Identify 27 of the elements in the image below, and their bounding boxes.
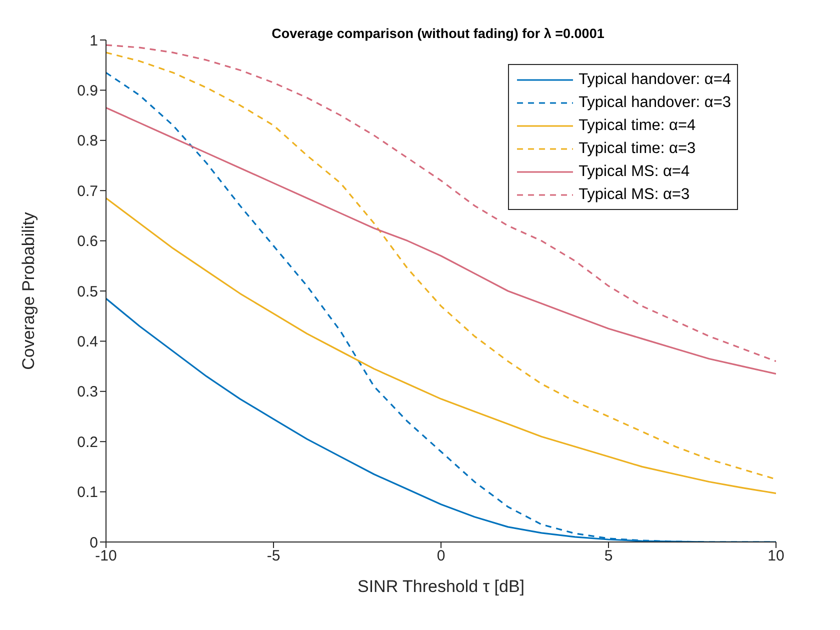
legend-label: Typical handover: α=4 xyxy=(578,70,731,88)
x-tick-label: 5 xyxy=(604,548,613,565)
x-tick-label: 10 xyxy=(768,548,784,565)
y-tick-label: 1 xyxy=(90,32,98,50)
y-tick-label: 0 xyxy=(90,534,98,552)
y-tick-label: 0.5 xyxy=(77,283,98,300)
y-tick-label: 0.7 xyxy=(77,182,98,200)
y-tick-label: 0.2 xyxy=(77,434,98,451)
x-tick-label: 0 xyxy=(436,548,446,565)
legend-label: Typical time: α=3 xyxy=(578,140,696,158)
y-tick-label: 0.8 xyxy=(77,132,98,150)
x-tick-label: -10 xyxy=(95,548,117,565)
line-series xyxy=(106,52,776,480)
y-tick-label: 0.6 xyxy=(77,233,98,250)
x-axis-title: SINR Threshold τ [dB] xyxy=(357,577,525,596)
y-tick-label: 0.3 xyxy=(77,384,98,401)
chart-title: Coverage comparison (without fading) for λ =0.0001 xyxy=(270,26,606,41)
y-tick-label: 0.9 xyxy=(77,82,98,100)
legend-label: Typical handover: α=3 xyxy=(578,94,731,112)
legend-label: Typical time: α=4 xyxy=(578,116,696,134)
x-tick-label: -5 xyxy=(266,548,280,565)
legend-label: Typical MS: α=4 xyxy=(578,162,690,180)
y-axis-title: Coverage Probability xyxy=(19,212,38,370)
legend-label: Typical MS: α=3 xyxy=(578,186,690,204)
y-tick-label: 0.1 xyxy=(77,484,98,502)
line-series xyxy=(106,44,776,362)
y-tick-label: 0.4 xyxy=(77,334,98,351)
